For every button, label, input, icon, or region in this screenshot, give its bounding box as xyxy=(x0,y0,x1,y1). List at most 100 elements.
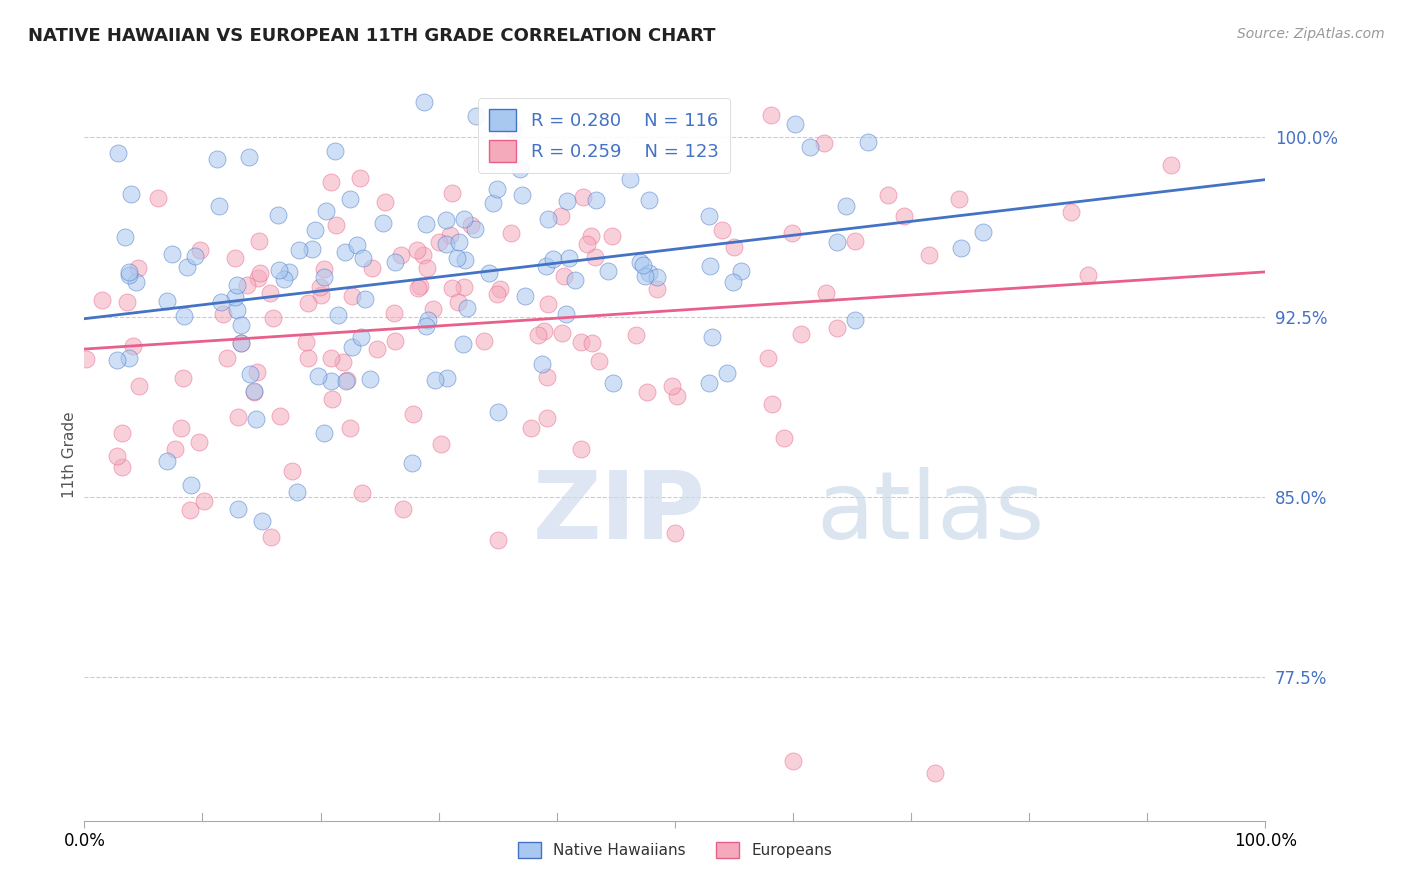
Point xyxy=(354,292,377,306)
Point xyxy=(537,297,560,311)
Point xyxy=(534,260,557,274)
Point xyxy=(453,211,475,226)
Point xyxy=(661,378,683,392)
Point xyxy=(384,255,406,269)
Point xyxy=(1077,268,1099,282)
Point xyxy=(638,193,661,207)
Point xyxy=(434,236,457,251)
Point xyxy=(209,295,232,310)
Point xyxy=(564,272,586,286)
Point xyxy=(224,251,246,265)
Point xyxy=(304,223,326,237)
Point xyxy=(312,270,335,285)
Point xyxy=(624,328,647,343)
Point xyxy=(335,244,357,259)
Point xyxy=(281,464,304,478)
Point xyxy=(360,261,382,276)
Point xyxy=(527,328,550,343)
Point xyxy=(815,285,838,300)
Point xyxy=(301,242,323,256)
Point xyxy=(405,243,427,257)
Point xyxy=(228,410,250,425)
Point xyxy=(180,478,202,492)
Point xyxy=(188,434,211,449)
Point xyxy=(250,514,273,528)
Point xyxy=(207,153,229,167)
Point xyxy=(259,286,281,301)
Point xyxy=(122,339,145,353)
Point xyxy=(782,226,804,240)
Point xyxy=(596,264,619,278)
Point xyxy=(114,230,136,244)
Point xyxy=(118,268,141,282)
Point xyxy=(148,191,170,205)
Point xyxy=(761,397,783,411)
Point xyxy=(314,262,336,277)
Point xyxy=(441,186,464,201)
Point xyxy=(486,533,509,547)
Point xyxy=(723,240,745,254)
Point xyxy=(332,355,354,369)
Point xyxy=(799,140,821,154)
Point xyxy=(756,351,779,365)
Point xyxy=(581,335,603,350)
Point xyxy=(918,248,941,262)
Point xyxy=(520,421,543,435)
Point xyxy=(229,336,252,351)
Point xyxy=(464,221,486,235)
Point xyxy=(509,161,531,176)
Point xyxy=(215,351,238,365)
Point xyxy=(423,373,446,387)
Point xyxy=(446,295,468,310)
Point xyxy=(550,326,572,340)
Point xyxy=(389,247,412,261)
Point xyxy=(844,313,866,327)
Point xyxy=(392,501,415,516)
Point xyxy=(576,236,599,251)
Point xyxy=(486,182,509,196)
Point xyxy=(513,289,536,303)
Point xyxy=(502,122,524,136)
Text: Source: ZipAtlas.com: Source: ZipAtlas.com xyxy=(1237,27,1385,41)
Point xyxy=(371,216,394,230)
Point xyxy=(702,330,724,344)
Point xyxy=(224,289,246,303)
Point xyxy=(550,209,572,223)
Point xyxy=(844,234,866,248)
Point xyxy=(716,366,738,380)
Point xyxy=(436,371,458,385)
Point xyxy=(585,193,607,207)
Point xyxy=(179,502,201,516)
Point xyxy=(238,368,260,382)
Point xyxy=(340,340,363,354)
Point xyxy=(235,278,257,293)
Point xyxy=(924,765,946,780)
Point xyxy=(645,269,668,284)
Point xyxy=(335,374,357,388)
Point xyxy=(107,449,129,463)
Point xyxy=(156,454,179,468)
Point xyxy=(107,146,129,161)
Point xyxy=(366,343,388,357)
Point xyxy=(415,318,437,333)
Point xyxy=(571,190,593,204)
Point xyxy=(782,754,804,768)
Point xyxy=(418,313,440,327)
Point xyxy=(876,187,898,202)
Point xyxy=(530,357,553,371)
Point xyxy=(790,327,813,342)
Point xyxy=(308,280,330,294)
Point xyxy=(245,412,267,426)
Point xyxy=(314,425,336,440)
Point xyxy=(165,442,187,456)
Point xyxy=(412,95,434,110)
Point xyxy=(972,225,994,239)
Point xyxy=(288,243,311,257)
Point xyxy=(773,431,796,445)
Point xyxy=(118,351,141,365)
Point xyxy=(401,456,423,470)
Point xyxy=(307,369,329,384)
Point xyxy=(541,252,564,266)
Point xyxy=(619,172,641,186)
Point xyxy=(453,279,475,293)
